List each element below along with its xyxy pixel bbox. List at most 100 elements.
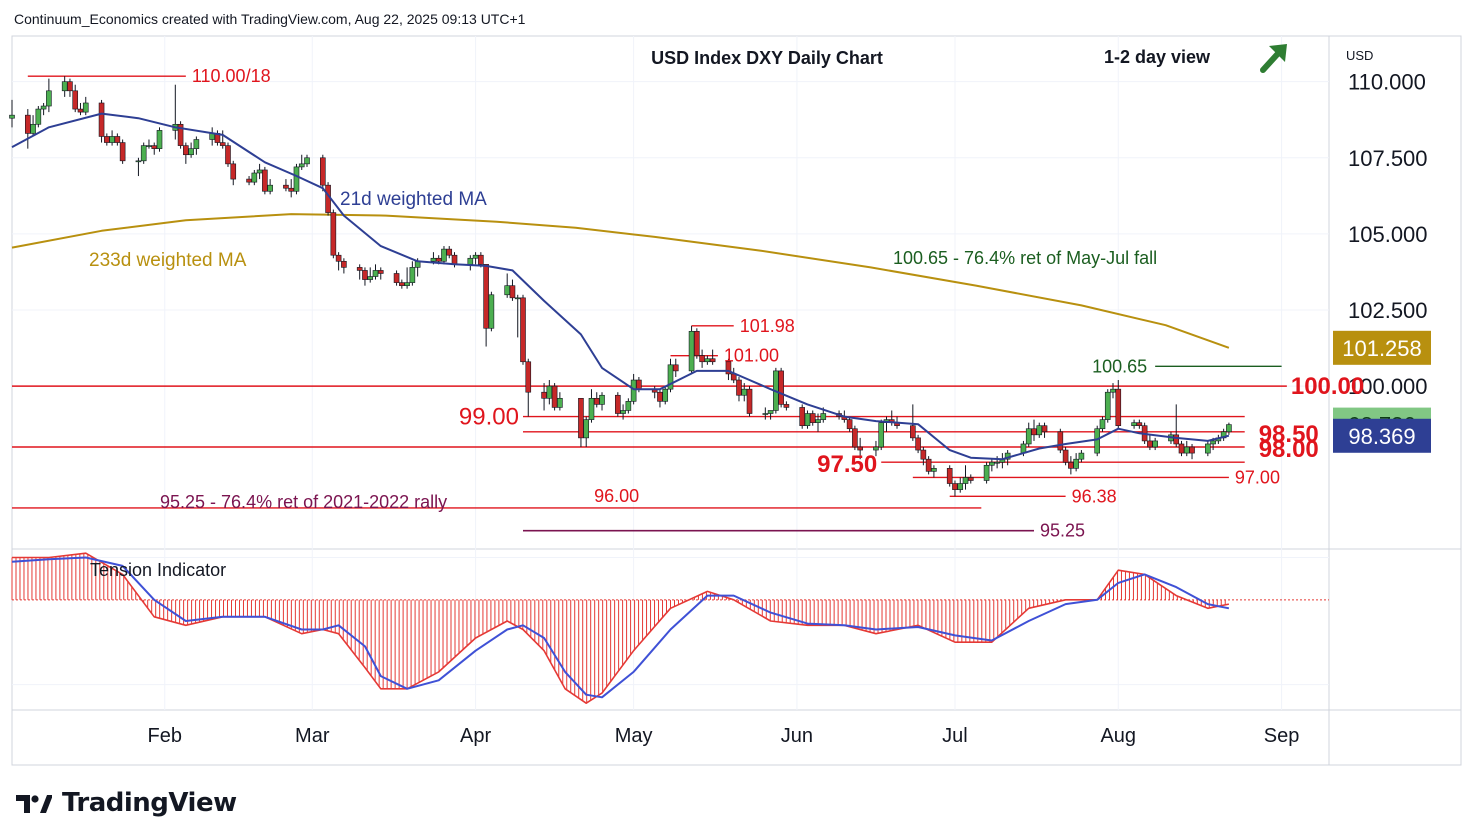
- candle: [1110, 383, 1116, 399]
- candle: [1115, 380, 1122, 429]
- candle: [356, 264, 363, 280]
- candle: [599, 392, 605, 411]
- ma233-line: [11, 213, 1230, 349]
- candle-body: [630, 379, 637, 402]
- candle: [541, 383, 547, 411]
- candle: [177, 121, 184, 149]
- chart-title: USD Index DXY Daily Chart: [651, 48, 883, 68]
- tension-indicator-group: [11, 552, 1329, 705]
- candle: [920, 447, 927, 466]
- candle-body: [188, 148, 194, 156]
- candle: [209, 127, 215, 146]
- candle-body: [767, 410, 774, 414]
- candle: [1099, 416, 1106, 432]
- time-tick-label: Jun: [781, 725, 813, 747]
- candle: [1152, 437, 1158, 451]
- candle-body: [1057, 431, 1064, 451]
- candle-body: [557, 397, 563, 408]
- candle-body: [541, 391, 547, 399]
- candle-body: [504, 285, 510, 296]
- candle-body: [1025, 428, 1032, 445]
- candle-body: [304, 157, 310, 165]
- candle-body: [451, 254, 458, 265]
- candle-body: [599, 394, 605, 405]
- candle: [219, 130, 226, 149]
- candle: [625, 398, 632, 414]
- tension-slow-line: [11, 556, 1230, 699]
- candle: [172, 84, 179, 140]
- candle: [730, 367, 737, 384]
- candle-body: [225, 145, 231, 165]
- candle-body: [430, 257, 437, 262]
- candle-body: [804, 413, 811, 426]
- candle-body: [146, 145, 152, 147]
- candle-body: [1115, 388, 1122, 426]
- candle-body: [372, 270, 379, 277]
- candle-body: [119, 142, 126, 162]
- candle: [783, 401, 790, 411]
- candle: [288, 179, 295, 198]
- candle: [72, 84, 79, 113]
- candle-body: [488, 294, 495, 329]
- candle: [857, 437, 863, 460]
- candle: [778, 367, 784, 408]
- tradingview-logo[interactable]: TradingView: [16, 788, 237, 818]
- candle-body: [1036, 425, 1043, 436]
- candle: [467, 255, 474, 271]
- candle-body: [77, 108, 84, 113]
- candle: [214, 130, 221, 146]
- ma21-line: [11, 112, 1230, 461]
- candle: [746, 386, 753, 417]
- candle: [9, 99, 15, 128]
- candle-body: [283, 184, 289, 189]
- candle-body: [1073, 458, 1079, 469]
- candle-body: [962, 477, 969, 484]
- candle: [30, 115, 36, 137]
- candle: [441, 246, 447, 265]
- candle-body: [256, 169, 263, 174]
- fib-100-65-label: 100.65 - 76.4% ret of May-Jul fall: [893, 248, 1157, 268]
- candle: [46, 78, 52, 113]
- currency-label: USD: [1346, 48, 1373, 63]
- candle: [736, 376, 742, 402]
- candle: [1031, 419, 1037, 441]
- candle-body: [588, 397, 595, 420]
- level-label: 96.00: [594, 486, 639, 506]
- candle-body: [873, 446, 879, 451]
- candle-body: [1131, 422, 1137, 426]
- header-credit: Continuum_Economics created with Trading…: [14, 11, 526, 27]
- time-tick-label: Jul: [942, 725, 968, 747]
- candle: [1205, 440, 1211, 457]
- candle-body: [746, 388, 753, 414]
- candle: [999, 453, 1006, 469]
- candle: [514, 294, 521, 338]
- candle: [1036, 422, 1043, 438]
- candle: [762, 407, 769, 420]
- candle-body: [551, 385, 558, 408]
- candle: [551, 383, 558, 411]
- candle-body: [920, 449, 927, 460]
- candle-body: [799, 407, 806, 426]
- candle-body: [330, 212, 337, 256]
- candle: [557, 392, 563, 411]
- candle-body: [1210, 440, 1216, 445]
- candle-body: [952, 483, 958, 490]
- candle-body: [546, 385, 553, 399]
- candle-body: [762, 413, 769, 415]
- candle: [962, 465, 969, 490]
- candle: [262, 166, 268, 195]
- level-label: 99.00: [459, 404, 519, 431]
- candle-body: [1189, 446, 1195, 454]
- time-tick-label: Mar: [295, 725, 330, 747]
- candle-body: [140, 145, 147, 162]
- candle: [1078, 450, 1085, 463]
- candle-body: [472, 254, 479, 259]
- candle: [910, 404, 916, 441]
- candle-body: [1094, 428, 1101, 454]
- candle-body: [704, 358, 711, 363]
- candle-body: [151, 145, 158, 149]
- candle-body: [636, 379, 642, 390]
- candle: [119, 139, 126, 164]
